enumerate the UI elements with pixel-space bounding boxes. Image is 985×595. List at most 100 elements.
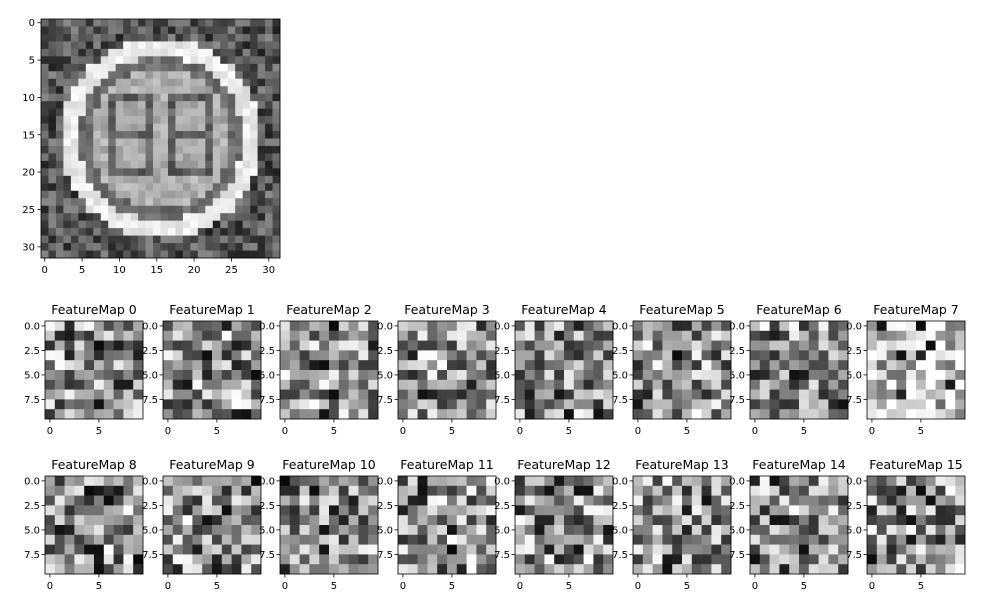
feature-cell	[896, 330, 907, 341]
x-tick-label: 0	[282, 426, 288, 437]
image-pixel	[41, 56, 49, 65]
feature-cell	[299, 534, 310, 545]
image-pixel	[48, 145, 57, 154]
feature-cell	[398, 534, 409, 545]
feature-cell	[417, 525, 428, 536]
feature-cell	[113, 399, 124, 410]
feature-cell	[672, 505, 683, 516]
feature-cell	[906, 485, 917, 496]
feature-cell	[945, 495, 956, 506]
image-pixel	[153, 235, 161, 244]
feature-cell	[447, 505, 458, 516]
feature-cell	[524, 525, 535, 536]
image-pixel	[242, 41, 251, 50]
feature-cell	[133, 389, 144, 400]
image-pixel	[70, 78, 79, 87]
feature-cell	[466, 476, 477, 487]
feature-cell	[447, 476, 458, 487]
feature-cell	[886, 505, 897, 516]
feature-cell	[172, 409, 183, 420]
feature-cell	[769, 554, 780, 565]
feature-cell	[779, 544, 790, 555]
feature-cell	[74, 360, 85, 371]
feature-cell	[447, 340, 458, 351]
image-pixel	[100, 198, 109, 207]
image-pixel	[145, 213, 154, 221]
feature-cell	[867, 485, 878, 496]
feature-cell	[554, 389, 565, 400]
feature-cell	[113, 409, 124, 420]
feature-cell	[534, 554, 545, 565]
feature-cell	[789, 534, 800, 545]
feature-cell	[896, 534, 907, 545]
feature-cell	[691, 525, 702, 536]
x-tick-label: 0	[42, 265, 48, 276]
feature-cell	[251, 321, 262, 332]
feature-cell	[603, 515, 614, 526]
image-pixel	[55, 86, 64, 94]
feature-cell	[427, 389, 438, 400]
image-pixel	[145, 86, 154, 94]
feature-cell	[113, 330, 124, 341]
image-pixel	[115, 145, 124, 154]
feature-cell	[867, 350, 878, 361]
image-pixel	[115, 123, 124, 132]
feature-cell	[642, 515, 653, 526]
image-pixel	[145, 205, 154, 214]
feature-cell	[231, 495, 242, 506]
feature-cell	[945, 554, 956, 565]
feature-cell	[554, 476, 565, 487]
image-pixel	[190, 190, 199, 199]
feature-cell	[338, 485, 349, 496]
image-pixel	[257, 56, 266, 65]
feature-cell	[524, 534, 535, 545]
image-pixel	[130, 78, 139, 87]
feature-cell	[544, 379, 555, 390]
feature-cell	[231, 515, 242, 526]
feature-cell	[133, 340, 144, 351]
image-pixel	[85, 19, 94, 27]
image-pixel	[197, 168, 206, 177]
image-pixel	[160, 123, 169, 132]
image-pixel	[108, 19, 116, 27]
image-pixel	[93, 198, 102, 207]
image-pixel	[175, 71, 184, 80]
image-pixel	[55, 26, 64, 35]
image-pixel	[212, 131, 221, 139]
x-tick-label: 0	[752, 581, 758, 592]
feature-cell	[652, 389, 663, 400]
image-pixel	[55, 160, 64, 169]
image-pixel	[190, 56, 199, 65]
feature-cell	[456, 505, 467, 516]
image-pixel	[145, 138, 154, 147]
feature-cell	[123, 370, 134, 381]
feature-cell	[192, 360, 203, 371]
image-pixel	[227, 41, 236, 50]
image-pixel	[78, 198, 87, 207]
image-pixel	[212, 56, 221, 65]
y-tick-label: 5.0	[729, 370, 745, 381]
feature-cell	[789, 389, 800, 400]
image-pixel	[145, 250, 154, 259]
image-pixel	[145, 190, 154, 199]
feature-cell	[368, 370, 379, 381]
image-pixel	[205, 198, 214, 207]
feature-cell	[486, 515, 497, 526]
feature-cell	[172, 505, 183, 516]
feature-map-frame	[514, 475, 614, 575]
feature-map-title: FeatureMap 9	[169, 457, 255, 472]
feature-cell	[368, 340, 379, 351]
feature-cell	[838, 409, 849, 420]
feature-cell	[876, 360, 887, 371]
image-pixel	[153, 48, 161, 57]
image-pixel	[160, 220, 169, 229]
image-pixel	[227, 131, 236, 139]
feature-cell	[642, 485, 653, 496]
image-pixel	[265, 19, 273, 27]
image-pixel	[55, 19, 64, 27]
image-pixel	[85, 41, 94, 50]
feature-cell	[427, 505, 438, 516]
image-pixel	[55, 153, 64, 162]
feature-cell	[876, 399, 887, 410]
